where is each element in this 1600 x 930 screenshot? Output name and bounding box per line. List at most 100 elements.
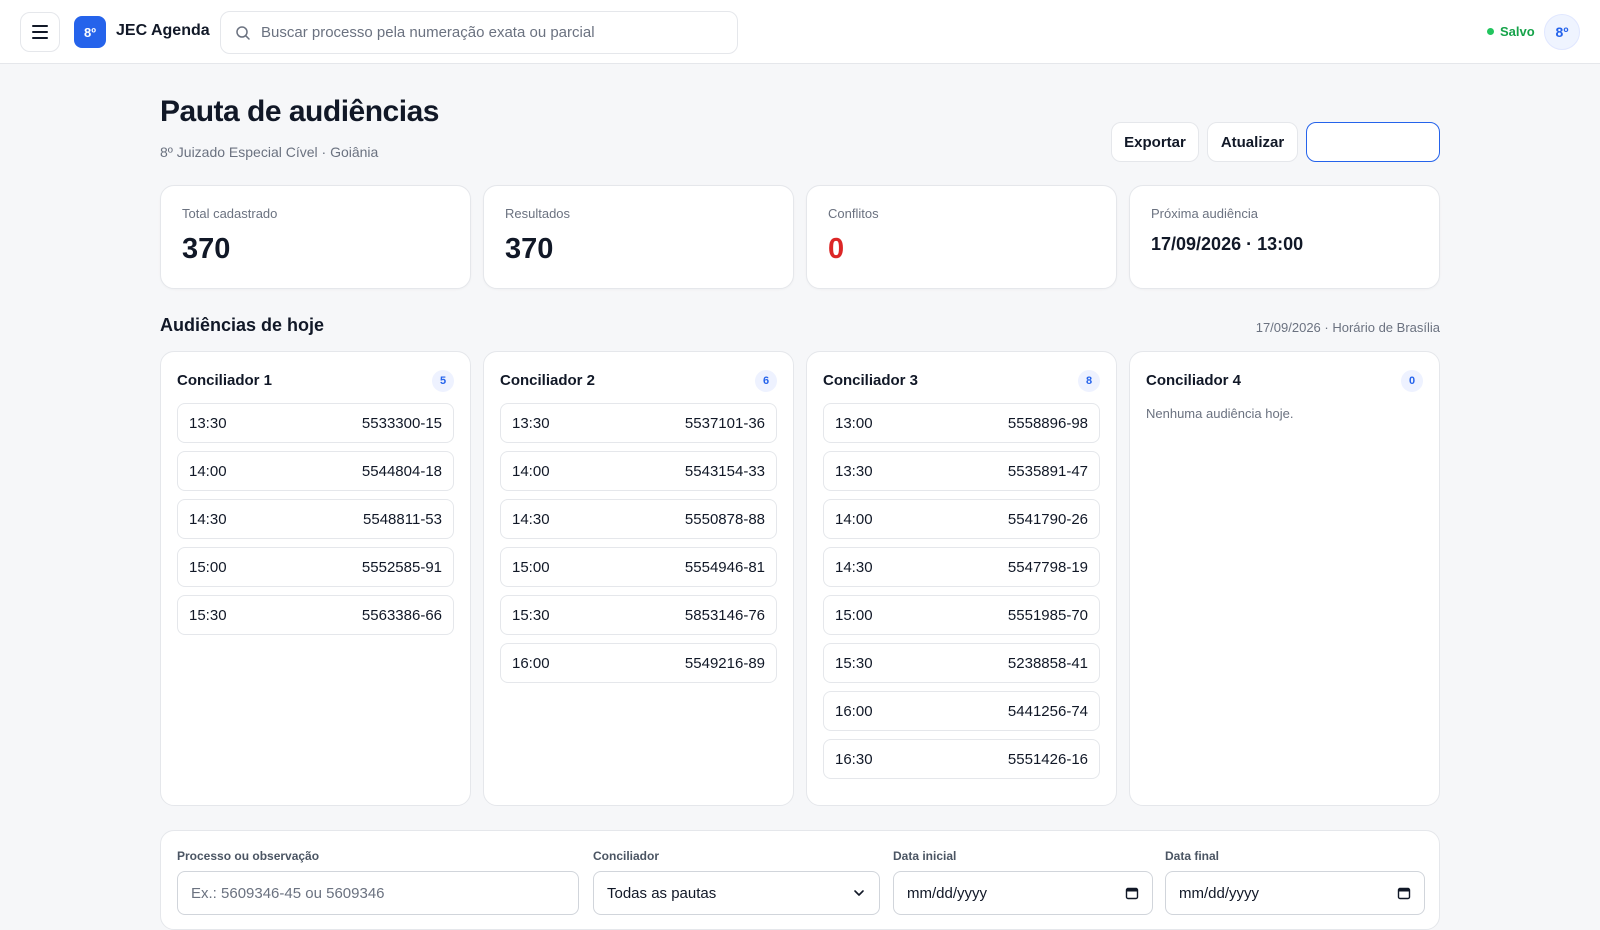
count-badge: 6 bbox=[755, 370, 777, 392]
end-date-label: Data final bbox=[1165, 849, 1220, 863]
menu-icon-line bbox=[32, 37, 48, 39]
process-number: 5541790-26 bbox=[1007, 510, 1088, 528]
hearing-slot[interactable]: 15:30 5853146-76 bbox=[500, 595, 777, 635]
hearing-slot[interactable]: 15:00 5552585-91 bbox=[177, 547, 454, 587]
count-badge: 8 bbox=[1078, 370, 1100, 392]
stat-value: 17/09/2026 · 13:00 bbox=[1151, 234, 1304, 254]
search-icon bbox=[236, 26, 250, 40]
hearing-time: 15:00 bbox=[512, 558, 550, 576]
hearing-time: 16:00 bbox=[512, 654, 550, 672]
stat-label: Resultados bbox=[505, 206, 571, 221]
count-badge: 0 bbox=[1401, 370, 1423, 392]
conciliador-column: Conciliador 3 8 13:00 5558896-98 13:30 553589… bbox=[806, 351, 1117, 806]
empty-state-text: Nenhuma audiência hoje. bbox=[1146, 406, 1294, 421]
avatar[interactable]: 8º bbox=[1544, 14, 1580, 50]
stat-card-results: Resultados 370 bbox=[483, 185, 794, 289]
process-number: 5547798-19 bbox=[1007, 558, 1088, 576]
menu-icon-line bbox=[32, 25, 48, 27]
logo-badge: 8º bbox=[74, 16, 106, 48]
hearing-slot[interactable]: 15:00 5554946-81 bbox=[500, 547, 777, 587]
refresh-button[interactable]: Atualizar bbox=[1207, 122, 1298, 162]
stat-value: 370 bbox=[505, 233, 554, 265]
conciliador-column: Conciliador 2 6 13:30 5537101-36 14:00 554315… bbox=[483, 351, 794, 806]
hearing-time: 16:00 bbox=[835, 702, 873, 720]
process-number: 5551985-70 bbox=[1007, 606, 1088, 624]
hearing-slot[interactable]: 16:30 5551426-16 bbox=[823, 739, 1100, 779]
end-date-value: mm/dd/yyyy bbox=[1179, 884, 1260, 902]
conciliador-name: Conciliador 2 bbox=[500, 372, 596, 389]
hearing-time: 14:00 bbox=[835, 510, 873, 528]
primary-action-button[interactable] bbox=[1306, 122, 1440, 162]
hearing-slot[interactable]: 15:30 5238858-41 bbox=[823, 643, 1100, 683]
hearing-slot[interactable]: 13:30 5535891-47 bbox=[823, 451, 1100, 491]
stat-label: Próxima audiência bbox=[1151, 206, 1258, 221]
search-box bbox=[220, 11, 738, 54]
hearing-slot[interactable]: 14:30 5550878-88 bbox=[500, 499, 777, 539]
stat-card-conflicts: Conflitos 0 bbox=[806, 185, 1117, 289]
hearing-slot[interactable]: 14:30 5547798-19 bbox=[823, 547, 1100, 587]
saved-status-label: Salvo bbox=[1500, 24, 1535, 39]
conciliador-column: Conciliador 1 5 13:30 5533300-15 14:00 554480… bbox=[160, 351, 471, 806]
hearing-time: 16:30 bbox=[835, 750, 873, 768]
hearing-time: 13:30 bbox=[512, 414, 550, 432]
process-number: 5558896-98 bbox=[1007, 414, 1088, 432]
hearing-slot[interactable]: 14:30 5548811-53 bbox=[177, 499, 454, 539]
page-subtitle: 8º Juizado Especial Cível · Goiânia bbox=[160, 144, 379, 160]
search-input[interactable] bbox=[261, 12, 731, 53]
hearing-slot[interactable]: 14:00 5543154-33 bbox=[500, 451, 777, 491]
end-date-input[interactable]: mm/dd/yyyy bbox=[1165, 871, 1425, 915]
conciliador-name: Conciliador 1 bbox=[177, 372, 273, 389]
hearing-slot[interactable]: 16:00 5441256-74 bbox=[823, 691, 1100, 731]
conciliador-filter-label: Conciliador bbox=[593, 849, 660, 863]
hearing-time: 13:00 bbox=[835, 414, 873, 432]
hearing-time: 13:30 bbox=[189, 414, 227, 432]
calendar-icon[interactable] bbox=[1397, 886, 1411, 900]
process-number: 5544804-18 bbox=[361, 462, 442, 480]
start-date-value: mm/dd/yyyy bbox=[907, 884, 988, 902]
menu-button[interactable] bbox=[20, 12, 60, 52]
hearing-time: 14:00 bbox=[512, 462, 550, 480]
process-number: 5853146-76 bbox=[684, 606, 765, 624]
hearing-slot[interactable]: 14:00 5541790-26 bbox=[823, 499, 1100, 539]
count-badge: 5 bbox=[432, 370, 454, 392]
hearing-slot[interactable]: 15:30 5563386-66 bbox=[177, 595, 454, 635]
hearing-time: 15:30 bbox=[189, 606, 227, 624]
start-date-input[interactable]: mm/dd/yyyy bbox=[893, 871, 1153, 915]
hearing-time: 14:30 bbox=[835, 558, 873, 576]
hearing-time: 15:00 bbox=[835, 606, 873, 624]
process-number: 5549216-89 bbox=[684, 654, 765, 672]
stat-label: Total cadastrado bbox=[182, 206, 278, 221]
calendar-icon[interactable] bbox=[1125, 886, 1139, 900]
status-dot-icon bbox=[1487, 28, 1494, 35]
page-title: Pauta de audiências bbox=[160, 95, 439, 128]
process-number: 5563386-66 bbox=[361, 606, 442, 624]
app-title: JEC Agenda bbox=[116, 22, 210, 39]
stat-card-total: Total cadastrado 370 bbox=[160, 185, 471, 289]
process-number: 5543154-33 bbox=[684, 462, 765, 480]
process-number: 5535891-47 bbox=[1007, 462, 1088, 480]
hearing-slot[interactable]: 15:00 5551985-70 bbox=[823, 595, 1100, 635]
stat-label: Conflitos bbox=[828, 206, 879, 221]
saved-status: Salvo bbox=[1487, 24, 1535, 39]
process-number: 5550878-88 bbox=[684, 510, 765, 528]
hearing-time: 13:30 bbox=[835, 462, 873, 480]
conciliador-select[interactable]: Todas as pautas bbox=[593, 871, 880, 915]
process-number: 5537101-36 bbox=[684, 414, 765, 432]
export-button[interactable]: Exportar bbox=[1111, 122, 1199, 162]
conciliador-name: Conciliador 3 bbox=[823, 372, 919, 389]
start-date-label: Data inicial bbox=[893, 849, 957, 863]
conciliador-select-value: Todas as pautas bbox=[607, 884, 717, 902]
hearing-time: 15:30 bbox=[512, 606, 550, 624]
hearing-time: 14:00 bbox=[189, 462, 227, 480]
process-number: 5441256-74 bbox=[1007, 702, 1088, 720]
hearing-slot[interactable]: 13:30 5533300-15 bbox=[177, 403, 454, 443]
process-filter-input[interactable] bbox=[177, 871, 579, 915]
stat-value: 370 bbox=[182, 233, 231, 265]
hearing-slot[interactable]: 14:00 5544804-18 bbox=[177, 451, 454, 491]
top-bar: 8º JEC Agenda Salvo 8º bbox=[0, 0, 1600, 64]
process-number: 5548811-53 bbox=[363, 510, 442, 528]
hearing-slot[interactable]: 13:30 5537101-36 bbox=[500, 403, 777, 443]
hearing-slot[interactable]: 13:00 5558896-98 bbox=[823, 403, 1100, 443]
section-title-today: Audiências de hoje bbox=[160, 315, 325, 335]
hearing-slot[interactable]: 16:00 5549216-89 bbox=[500, 643, 777, 683]
